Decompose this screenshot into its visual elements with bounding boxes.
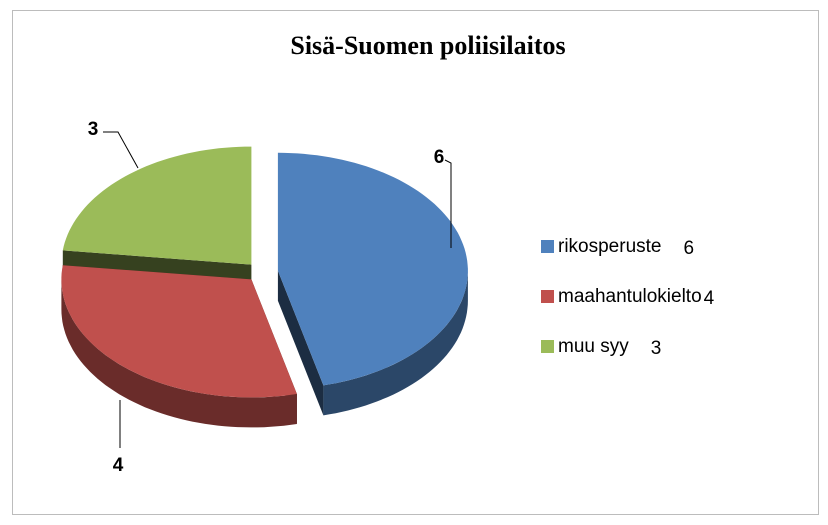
slice-wall xyxy=(277,270,324,416)
slice-side xyxy=(323,270,468,416)
slice xyxy=(61,265,297,398)
leader-line xyxy=(444,159,452,248)
legend-swatch xyxy=(541,340,554,353)
legend-label: muu syy xyxy=(558,336,629,357)
legend-value: 3 xyxy=(651,338,662,359)
slice-side xyxy=(61,279,297,428)
legend-swatch xyxy=(541,240,554,253)
slice xyxy=(277,152,468,386)
data-label: 3 xyxy=(88,119,99,140)
chart-title: Sisä-Suomen poliisilaitos xyxy=(290,31,565,60)
legend-value: 6 xyxy=(684,238,695,259)
legend-value: 4 xyxy=(704,288,715,309)
legend-swatch xyxy=(541,290,554,303)
leader-line xyxy=(103,131,139,169)
data-label: 6 xyxy=(434,147,445,168)
slice xyxy=(62,146,252,265)
data-label: 4 xyxy=(113,455,124,476)
legend-label: rikosperuste xyxy=(558,236,662,257)
legend-label: maahantulokielto xyxy=(558,286,702,307)
